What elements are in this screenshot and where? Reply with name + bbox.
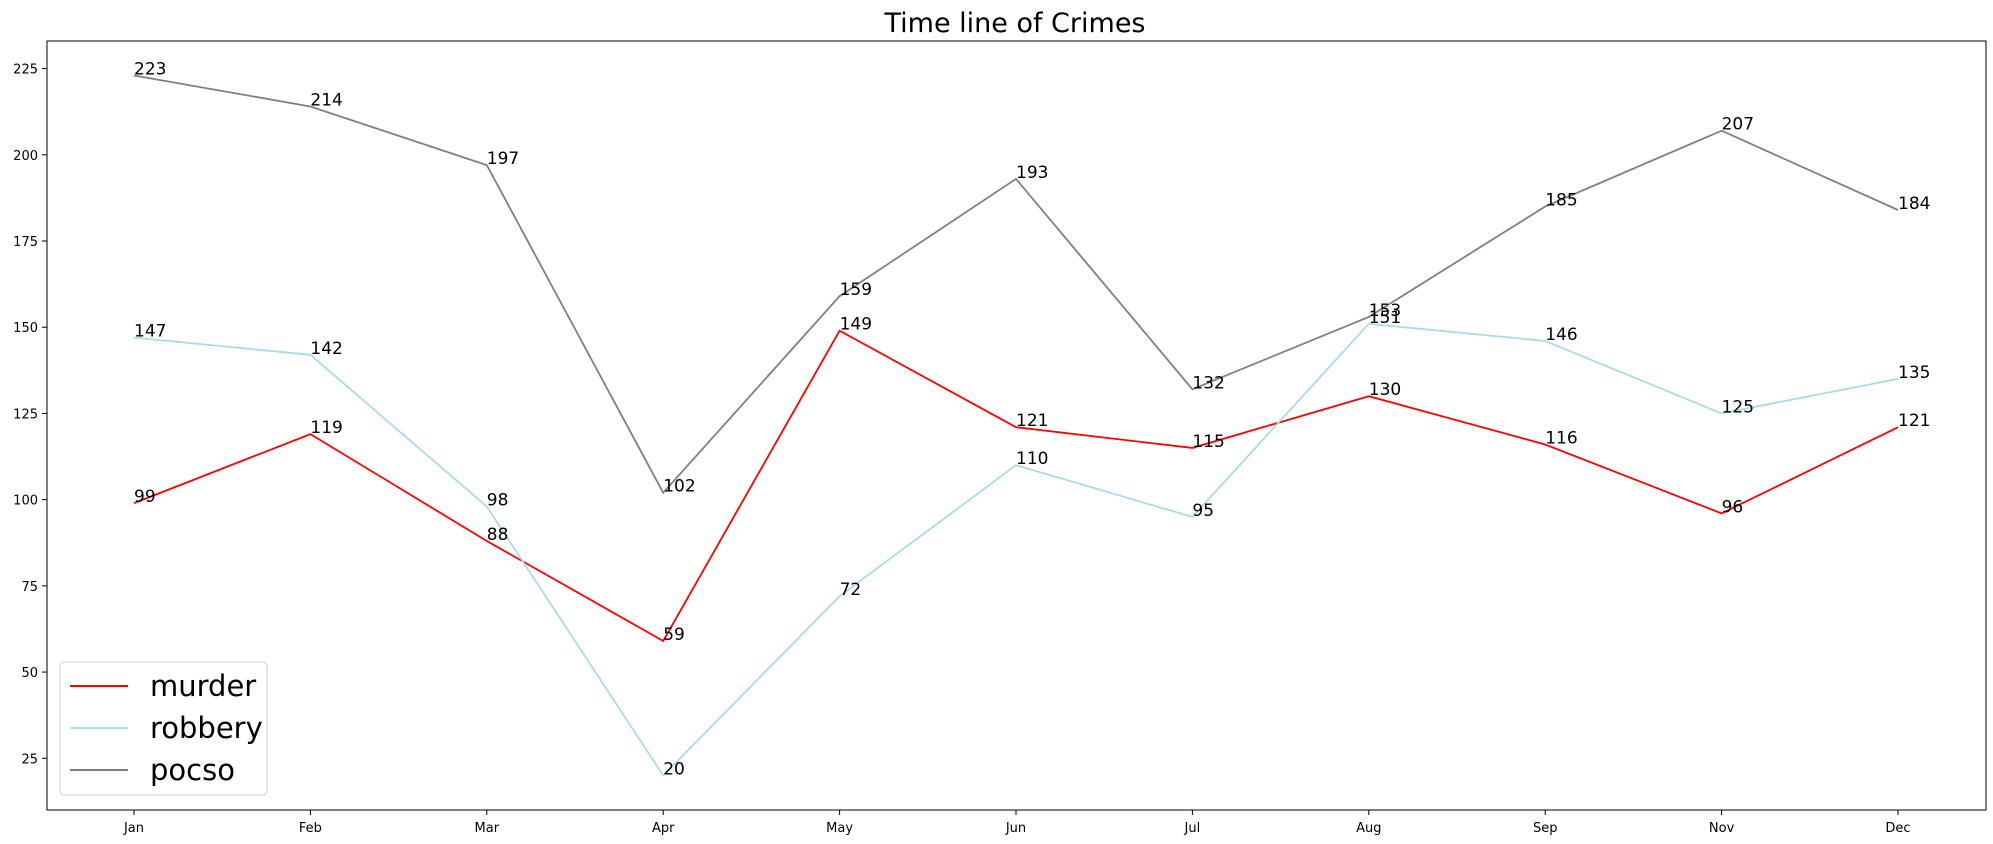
data-label-robbery: 110: [1016, 449, 1048, 469]
chart-title: Time line of Crimes: [883, 8, 1145, 39]
data-labels: 9911988591491211151301169612114714298207…: [134, 59, 1930, 779]
data-label-pocso: 102: [663, 477, 695, 497]
legend-label-pocso: pocso: [150, 753, 235, 787]
data-label-pocso: 214: [310, 91, 342, 111]
y-tick-label: 75: [21, 580, 38, 595]
data-label-murder: 130: [1369, 380, 1401, 400]
y-tick-label: 200: [13, 149, 38, 164]
x-tick-label: Aug: [1356, 821, 1381, 836]
data-label-robbery: 147: [134, 322, 166, 342]
x-tick-label: Feb: [299, 821, 322, 836]
y-tick-label: 50: [21, 666, 38, 681]
data-label-pocso: 184: [1898, 194, 1930, 214]
y-tick-label: 175: [13, 235, 38, 250]
data-label-murder: 59: [663, 625, 685, 645]
data-label-murder: 96: [1722, 497, 1744, 517]
y-tick-label: 225: [13, 63, 38, 78]
data-label-robbery: 151: [1369, 308, 1401, 328]
data-label-murder: 88: [487, 525, 509, 545]
legend: murder robbery pocso: [59, 661, 268, 796]
data-label-robbery: 135: [1898, 363, 1930, 383]
data-label-murder: 121: [1016, 411, 1048, 431]
data-label-murder: 149: [840, 315, 872, 335]
y-tick-label: 125: [13, 407, 38, 422]
x-tick-label: Sep: [1533, 821, 1558, 836]
data-label-robbery: 98: [487, 491, 509, 511]
series-line-pocso: [133, 74, 1899, 495]
data-label-pocso: 207: [1722, 115, 1754, 135]
x-tick-label: Dec: [1885, 821, 1910, 836]
x-axis: Jan Feb Mar Apr May Jun Jul Aug Sep Nov Dec: [123, 810, 1911, 836]
x-tick-label: May: [826, 821, 853, 836]
data-label-robbery: 95: [1192, 501, 1214, 521]
legend-label-murder: murder: [150, 669, 256, 703]
legend-box: [59, 661, 268, 796]
legend-label-robbery: robbery: [150, 711, 263, 745]
y-axis: 25 50 75 100 125 150 175 200 225: [13, 63, 47, 767]
x-tick-label: Jun: [1005, 821, 1026, 836]
x-tick-label: Apr: [652, 821, 675, 836]
data-label-pocso: 193: [1016, 163, 1048, 183]
x-tick-label: Jan: [123, 821, 144, 836]
data-label-murder: 115: [1192, 432, 1224, 452]
data-label-pocso: 159: [840, 280, 872, 300]
data-label-pocso: 223: [134, 59, 166, 79]
data-label-pocso: 153: [1369, 301, 1401, 321]
x-tick-label: Nov: [1709, 821, 1735, 836]
data-label-murder: 116: [1545, 428, 1577, 448]
x-tick-label: Jul: [1184, 821, 1201, 836]
y-tick-label: 25: [21, 752, 38, 767]
series-line-murder: [133, 329, 1899, 643]
data-label-pocso: 185: [1545, 191, 1577, 211]
data-label-robbery: 20: [663, 760, 685, 780]
data-label-robbery: 146: [1545, 325, 1577, 345]
data-label-murder: 99: [134, 487, 156, 507]
x-tick-label: Mar: [475, 821, 500, 836]
series-line-robbery: [133, 322, 1899, 777]
y-tick-label: 150: [13, 321, 38, 336]
data-label-murder: 119: [310, 418, 342, 438]
series-lines: [133, 74, 1899, 777]
y-tick-label: 100: [13, 494, 38, 509]
data-label-pocso: 197: [487, 149, 519, 169]
data-label-murder: 121: [1898, 411, 1930, 431]
data-label-robbery: 125: [1722, 397, 1754, 417]
data-label-robbery: 142: [310, 339, 342, 359]
data-label-pocso: 132: [1192, 373, 1224, 393]
data-label-robbery: 72: [840, 580, 862, 600]
